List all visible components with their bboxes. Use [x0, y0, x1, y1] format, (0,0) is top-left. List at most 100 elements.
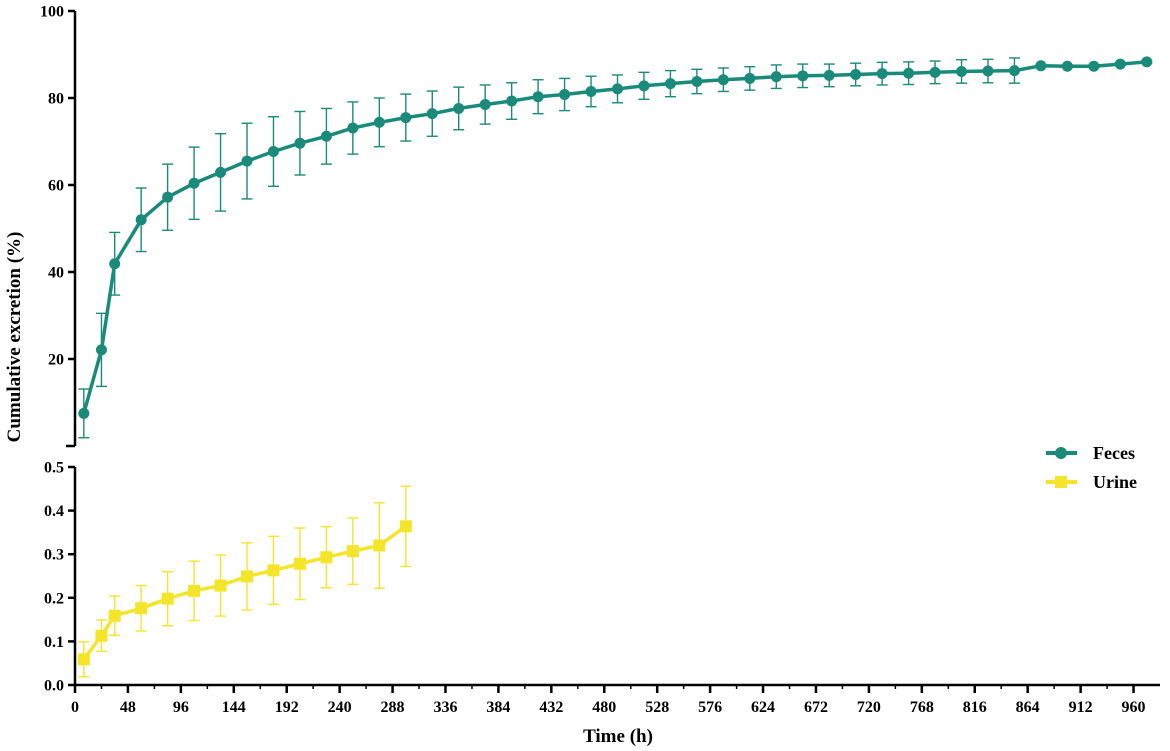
x-tick-label: 384 [486, 699, 510, 716]
data-point [1141, 56, 1153, 68]
data-point [823, 69, 835, 81]
series-feces [78, 56, 1153, 439]
data-point [215, 166, 227, 178]
data-point [399, 520, 412, 533]
data-point [373, 116, 385, 128]
series-line [82, 60, 1147, 414]
data-point [559, 89, 571, 101]
data-point [797, 70, 809, 82]
data-point [109, 258, 121, 270]
x-tick-label: 768 [910, 699, 934, 716]
x-tick-label: 480 [592, 699, 616, 716]
x-tick-label: 624 [751, 699, 775, 716]
legend-feces-marker [1055, 447, 1067, 459]
data-point [956, 65, 968, 77]
data-point [744, 72, 756, 84]
upper-y-tick-label: 80 [48, 91, 64, 108]
data-point [453, 102, 465, 114]
data-point [346, 545, 359, 558]
data-point [77, 653, 90, 666]
x-tick-label: 48 [120, 699, 136, 716]
x-tick-label: 816 [963, 699, 987, 716]
data-point [903, 67, 915, 79]
data-point [1035, 60, 1047, 72]
x-tick-label: 912 [1069, 699, 1093, 716]
data-point [108, 609, 121, 622]
data-point [982, 65, 994, 77]
x-axis: 0 48 96 144 192 240 288 336 384 432 480 528 576 624 67… [71, 683, 1160, 716]
y-axis-title: Cumulative excretion (%) [4, 232, 25, 443]
lower-y-tick-label: 0.2 [44, 590, 64, 607]
data-point [162, 191, 174, 203]
x-tick-label: 0 [71, 699, 79, 716]
data-point [426, 108, 438, 120]
legend-feces-label: Feces [1093, 443, 1135, 463]
x-tick-label: 432 [539, 699, 563, 716]
x-axis-title: Time (h) [583, 726, 653, 747]
upper-y-tick-label: 60 [48, 178, 64, 195]
x-tick-label: 672 [804, 699, 828, 716]
data-point [850, 69, 862, 81]
data-point [161, 592, 174, 605]
data-point [1008, 65, 1020, 77]
data-point [214, 579, 227, 592]
data-point [95, 629, 108, 642]
legend-urine-label: Urine [1093, 472, 1137, 492]
x-tick-label: 960 [1122, 699, 1146, 716]
data-point [532, 91, 544, 103]
lower-y-tick-label: 0.5 [44, 460, 64, 477]
data-point [267, 564, 280, 577]
data-point [320, 551, 333, 564]
x-tick-label: 576 [698, 699, 722, 716]
data-point [638, 80, 650, 92]
series-urine [77, 485, 412, 678]
series-layer [77, 56, 1153, 678]
lower-y-tick-label: 0.0 [44, 678, 64, 695]
upper-y-tick-label: 40 [48, 265, 64, 282]
lower-y-tick-label: 0.4 [44, 503, 64, 520]
lower-y-tick-label: 0.1 [44, 634, 64, 651]
x-tick-label: 528 [645, 699, 669, 716]
legend: Feces Urine [1046, 443, 1137, 492]
data-point [929, 66, 941, 78]
data-point [78, 407, 90, 419]
data-point [876, 68, 888, 80]
data-point [320, 130, 332, 142]
upper-y-tick-label: 100 [40, 4, 64, 21]
upper-y-tick-label: 20 [48, 352, 64, 369]
data-point [293, 557, 306, 570]
data-point [267, 146, 279, 158]
data-point [770, 71, 782, 83]
data-point [506, 95, 518, 107]
data-point [691, 75, 703, 87]
data-point [612, 83, 623, 95]
data-point [347, 122, 359, 134]
data-point [241, 570, 254, 583]
data-point [135, 214, 147, 226]
x-tick-label: 864 [1016, 699, 1040, 716]
data-point [373, 539, 386, 552]
data-point [479, 99, 491, 111]
data-point [1061, 60, 1073, 72]
x-tick-label: 144 [222, 699, 246, 716]
data-point [585, 85, 597, 97]
data-point [294, 137, 306, 149]
legend-urine-marker [1055, 476, 1067, 488]
data-point [95, 344, 107, 356]
data-point [400, 112, 412, 124]
x-tick-label: 96 [173, 699, 189, 716]
upper-axes: 20 40 60 80 100 [40, 4, 77, 448]
x-tick-label: 240 [328, 699, 352, 716]
x-tick-label: 336 [433, 699, 457, 716]
data-point [241, 155, 253, 167]
lower-axes: 0.0 0.1 0.2 0.3 0.4 0.5 [44, 460, 77, 695]
lower-y-tick-label: 0.3 [44, 547, 64, 564]
x-tick-label: 720 [857, 699, 881, 716]
data-point [717, 74, 729, 86]
data-point [135, 602, 148, 615]
data-point [188, 177, 200, 189]
x-tick-label: 288 [381, 699, 405, 716]
data-point [1114, 58, 1126, 70]
x-tick-label: 192 [275, 699, 299, 716]
